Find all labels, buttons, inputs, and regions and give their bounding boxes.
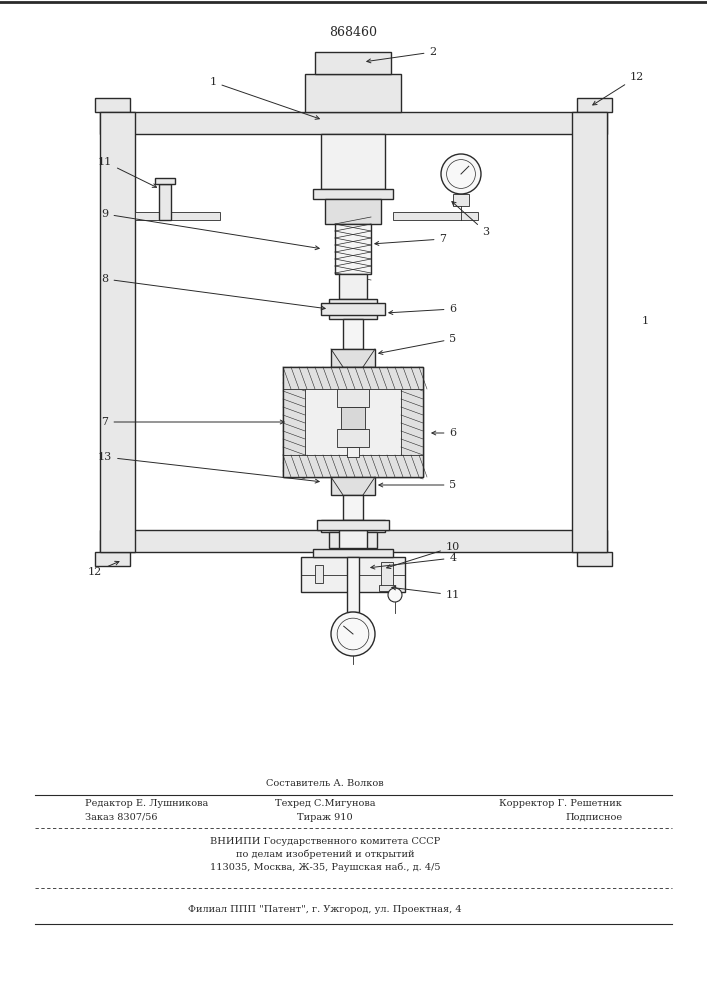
Text: 3: 3 xyxy=(452,202,489,237)
Text: Составитель А. Волков: Составитель А. Волков xyxy=(267,780,384,788)
Bar xyxy=(283,367,423,477)
Bar xyxy=(347,447,359,457)
Text: 11: 11 xyxy=(98,157,156,187)
Bar xyxy=(305,74,401,112)
Bar xyxy=(135,212,220,220)
Bar xyxy=(95,98,130,112)
Text: 5: 5 xyxy=(379,480,457,490)
Bar xyxy=(337,389,369,407)
Text: Редактор Е. Лушникова: Редактор Е. Лушникова xyxy=(85,800,208,808)
Bar xyxy=(401,367,423,477)
Bar xyxy=(329,299,377,319)
Bar xyxy=(347,557,359,612)
Text: 1: 1 xyxy=(641,316,648,326)
Bar xyxy=(321,134,385,189)
Text: 5: 5 xyxy=(379,334,457,354)
Text: 6: 6 xyxy=(389,304,457,314)
Bar xyxy=(453,194,469,206)
Bar xyxy=(325,199,381,224)
Bar xyxy=(339,530,367,548)
Text: 7: 7 xyxy=(102,417,284,427)
Text: 12: 12 xyxy=(88,561,119,577)
Bar xyxy=(321,303,385,315)
Text: 12: 12 xyxy=(592,72,644,105)
Bar xyxy=(155,178,175,184)
Bar xyxy=(329,532,377,548)
Bar xyxy=(315,565,323,583)
Text: 113035, Москва, Ж-35, Раушская наб., д. 4/5: 113035, Москва, Ж-35, Раушская наб., д. … xyxy=(210,862,440,872)
Bar xyxy=(321,520,385,532)
Bar xyxy=(335,224,371,274)
Text: 1: 1 xyxy=(209,77,320,119)
Text: 4: 4 xyxy=(371,553,457,569)
Text: 868460: 868460 xyxy=(329,25,377,38)
Circle shape xyxy=(388,588,402,602)
Text: 13: 13 xyxy=(98,452,319,483)
Bar xyxy=(313,189,393,199)
Bar xyxy=(337,429,369,447)
Text: Подписное: Подписное xyxy=(565,812,622,822)
Bar xyxy=(315,52,391,74)
Circle shape xyxy=(331,612,375,656)
Bar xyxy=(95,552,130,566)
Bar xyxy=(341,407,365,429)
Text: 9: 9 xyxy=(101,209,319,250)
Text: 11: 11 xyxy=(392,586,460,600)
Bar xyxy=(100,112,135,552)
Bar xyxy=(572,112,607,552)
Bar xyxy=(331,349,375,367)
Bar xyxy=(283,367,423,477)
Bar xyxy=(301,557,405,592)
Text: 7: 7 xyxy=(375,234,447,245)
Text: Филиал ППП "Патент", г. Ужгород, ул. Проектная, 4: Филиал ППП "Патент", г. Ужгород, ул. Про… xyxy=(188,906,462,914)
Text: Корректор Г. Решетник: Корректор Г. Решетник xyxy=(499,800,622,808)
Text: 6: 6 xyxy=(432,428,457,438)
Text: Тираж 910: Тираж 910 xyxy=(298,812,353,822)
Bar xyxy=(159,184,171,220)
Bar xyxy=(283,367,305,477)
Bar xyxy=(577,552,612,566)
Bar xyxy=(343,319,363,349)
Text: 8: 8 xyxy=(101,274,325,310)
Bar xyxy=(331,477,375,495)
Bar xyxy=(381,562,393,590)
Bar xyxy=(317,520,389,530)
Bar xyxy=(100,530,607,552)
Bar xyxy=(313,549,393,557)
Bar xyxy=(339,274,367,299)
Bar xyxy=(283,367,423,389)
Bar xyxy=(283,455,423,477)
Text: Техред С.Мигунова: Техред С.Мигунова xyxy=(275,800,375,808)
Bar xyxy=(100,112,607,134)
Bar xyxy=(379,585,395,591)
Text: ВНИИПИ Государственного комитета СССР: ВНИИПИ Государственного комитета СССР xyxy=(210,836,440,846)
Text: по делам изобретений и открытий: по делам изобретений и открытий xyxy=(236,849,414,859)
Bar xyxy=(343,495,363,520)
Text: Заказ 8307/56: Заказ 8307/56 xyxy=(85,812,158,822)
Bar xyxy=(393,212,478,220)
Bar xyxy=(577,98,612,112)
Text: 2: 2 xyxy=(367,47,436,63)
Text: 10: 10 xyxy=(387,542,460,569)
Circle shape xyxy=(441,154,481,194)
